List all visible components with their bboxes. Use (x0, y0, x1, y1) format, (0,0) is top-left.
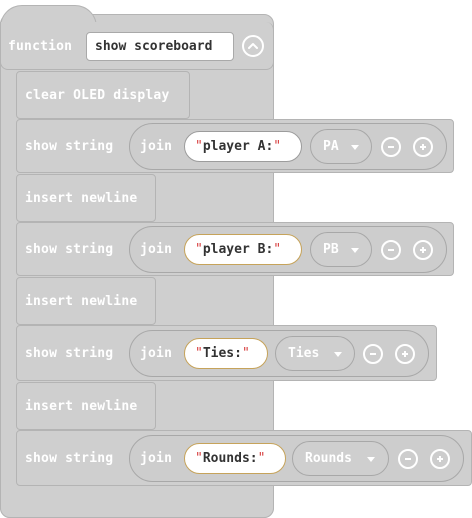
join-block[interactable]: join "player A:" PA (129, 123, 447, 170)
quote-open: " (195, 139, 203, 154)
block-label: insert newline (25, 399, 138, 414)
join-label: join (140, 346, 173, 361)
variable-name: Rounds (305, 451, 352, 466)
chevron-up-icon (248, 43, 258, 49)
quote-close: " (273, 242, 282, 257)
block-label: show string (25, 139, 114, 154)
string-text: Rounds: (202, 451, 258, 466)
function-name-field[interactable]: show scoreboard (86, 32, 234, 61)
block-label: show string (25, 242, 114, 257)
insert-newline-block[interactable]: insert newline (16, 382, 156, 430)
remove-input-button[interactable] (381, 137, 401, 157)
add-input-button[interactable] (395, 344, 415, 364)
variable-name: Ties (288, 346, 320, 361)
remove-input-button[interactable] (363, 344, 383, 364)
join-label: join (140, 451, 173, 466)
remove-input-button[interactable] (398, 449, 418, 469)
dropdown-caret-icon (334, 352, 342, 357)
join-block[interactable]: join "Rounds:" Rounds (129, 435, 464, 482)
string-text: Ties: (202, 346, 242, 361)
minus-icon (370, 353, 376, 355)
minus-icon (405, 458, 411, 460)
function-footer (0, 486, 274, 518)
insert-newline-block[interactable]: insert newline (16, 174, 156, 222)
quote-open: " (195, 242, 203, 257)
collapse-button[interactable] (242, 35, 264, 57)
add-input-button[interactable] (413, 240, 433, 260)
variable-name: PA (323, 139, 339, 154)
function-keyword: function (8, 39, 73, 54)
minus-icon (388, 249, 394, 251)
show-string-block-player-b[interactable]: show string join "player B:" PB (16, 222, 454, 276)
string-literal[interactable]: "player B:" (184, 234, 302, 265)
add-input-button[interactable] (413, 137, 433, 157)
remove-input-button[interactable] (381, 240, 401, 260)
variable-name: PB (323, 242, 339, 257)
string-literal[interactable]: "player A:" (184, 131, 302, 162)
quote-open: " (195, 451, 203, 466)
add-input-button[interactable] (430, 449, 450, 469)
insert-newline-block[interactable]: insert newline (16, 277, 156, 325)
join-label: join (140, 242, 173, 257)
variable-dropdown[interactable]: Ties (275, 336, 355, 371)
variable-dropdown[interactable]: PB (310, 232, 372, 267)
plus-icon (437, 456, 443, 462)
string-text: player A: (202, 139, 274, 154)
quote-close: " (257, 451, 266, 466)
plus-icon (420, 247, 426, 253)
string-literal[interactable]: "Rounds:" (184, 443, 286, 474)
block-label: show string (25, 451, 114, 466)
plus-icon (402, 351, 408, 357)
minus-icon (388, 146, 394, 148)
plus-icon (420, 144, 426, 150)
block-label: clear OLED display (25, 88, 170, 103)
quote-close: " (241, 346, 250, 361)
dropdown-caret-icon (367, 457, 375, 462)
join-block[interactable]: join "Ties:" Ties (129, 330, 429, 377)
show-string-block-ties[interactable]: show string join "Ties:" Ties (16, 325, 437, 381)
quote-close: " (273, 139, 282, 154)
block-label: show string (25, 346, 114, 361)
join-block[interactable]: join "player B:" PB (129, 226, 447, 273)
block-label: insert newline (25, 294, 138, 309)
show-string-block-rounds[interactable]: show string join "Rounds:" Rounds (16, 430, 472, 486)
variable-dropdown[interactable]: Rounds (292, 441, 389, 476)
dropdown-caret-icon (351, 248, 359, 253)
string-literal[interactable]: "Ties:" (184, 338, 268, 369)
block-label: insert newline (25, 191, 138, 206)
clear-oled-display-block[interactable]: clear OLED display (16, 71, 190, 119)
dropdown-caret-icon (351, 145, 359, 150)
string-text: player B: (202, 242, 274, 257)
join-label: join (140, 139, 173, 154)
quote-open: " (195, 346, 203, 361)
variable-dropdown[interactable]: PA (310, 129, 372, 164)
show-string-block-player-a[interactable]: show string join "player A:" PA (16, 119, 454, 173)
